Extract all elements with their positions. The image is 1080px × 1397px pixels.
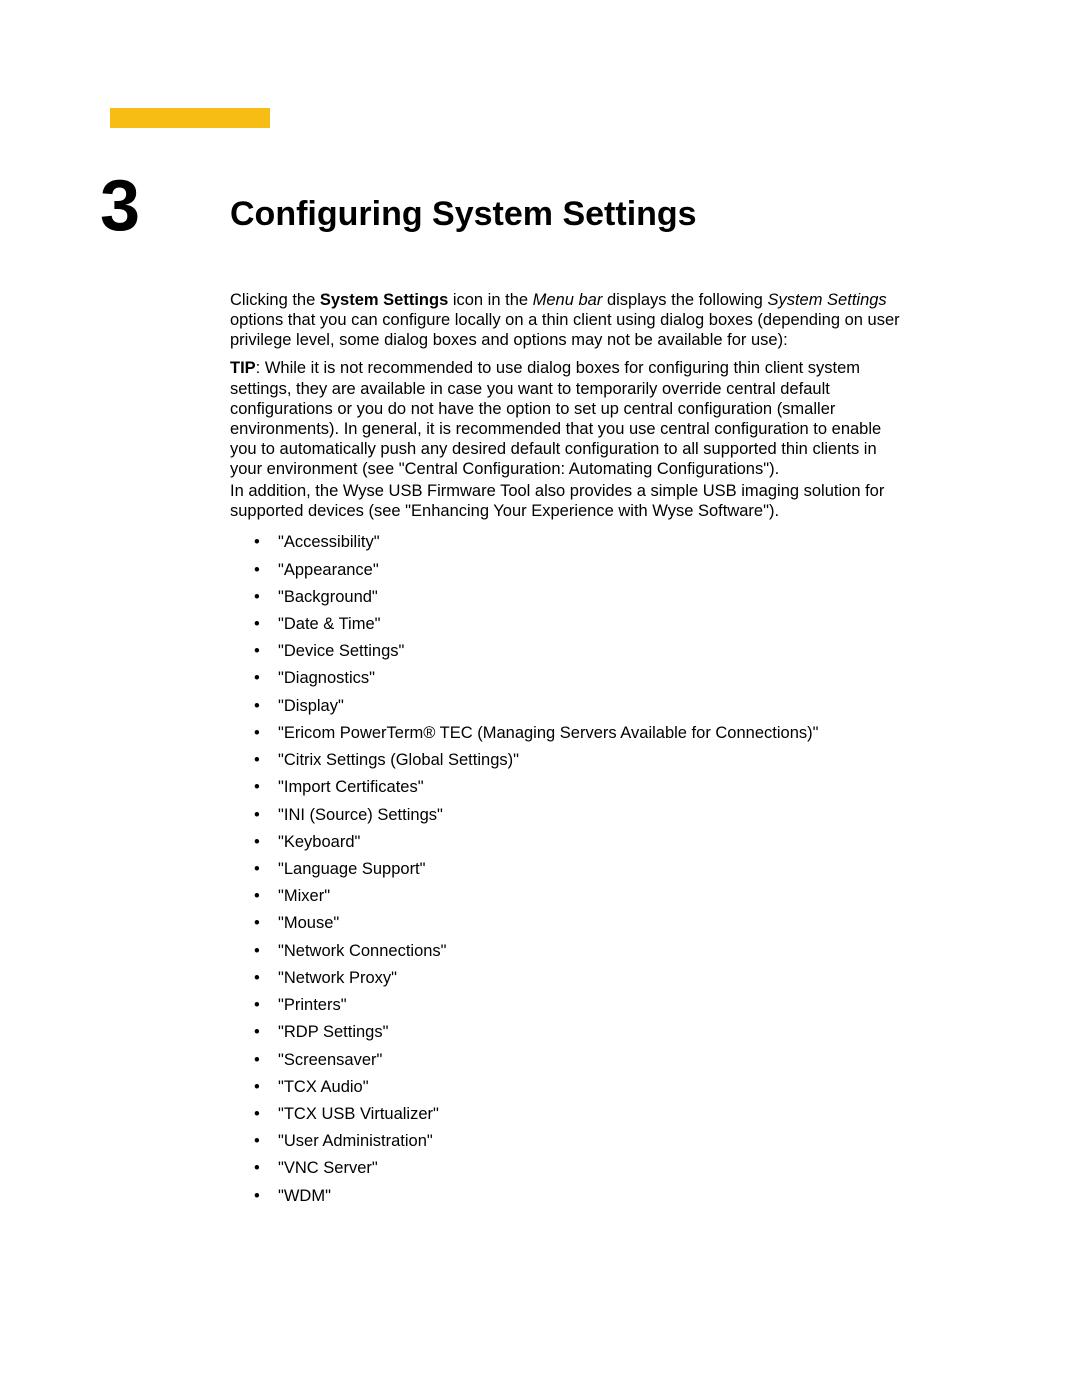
intro-prefix: Clicking the	[230, 291, 320, 309]
settings-list-item: "Import Certificates"	[254, 774, 900, 801]
settings-list-item: "Citrix Settings (Global Settings)"	[254, 747, 900, 774]
settings-list-item: "Diagnostics"	[254, 665, 900, 692]
settings-list-item: "Network Proxy"	[254, 965, 900, 992]
tip-text: : While it is not recommended to use dia…	[230, 359, 881, 478]
intro-paragraph: Clicking the System Settings icon in the…	[230, 290, 900, 350]
settings-list-item: "Accessibility"	[254, 529, 900, 556]
settings-list-item: "Printers"	[254, 992, 900, 1019]
tip-paragraph: TIP: While it is not recommended to use …	[230, 358, 900, 479]
addendum-paragraph: In addition, the Wyse USB Firmware Tool …	[230, 481, 900, 521]
settings-list-item: "Appearance"	[254, 557, 900, 584]
settings-list-item: "RDP Settings"	[254, 1019, 900, 1046]
chapter-number: 3	[100, 170, 140, 242]
settings-list-item: "Mouse"	[254, 910, 900, 937]
settings-list-item: "Keyboard"	[254, 829, 900, 856]
intro-suffix: options that you can configure locally o…	[230, 311, 900, 349]
settings-list-item: "Language Support"	[254, 856, 900, 883]
settings-list-item: "User Administration"	[254, 1128, 900, 1155]
settings-list-item: "Network Connections"	[254, 938, 900, 965]
settings-list-item: "Background"	[254, 584, 900, 611]
tip-label: TIP	[230, 359, 256, 377]
settings-list-item: "INI (Source) Settings"	[254, 802, 900, 829]
settings-list-item: "Date & Time"	[254, 611, 900, 638]
intro-bold: System Settings	[320, 291, 448, 309]
accent-bar	[110, 108, 270, 128]
settings-list-item: "TCX USB Virtualizer"	[254, 1101, 900, 1128]
settings-list-item: "TCX Audio"	[254, 1074, 900, 1101]
settings-list-item: "WDM"	[254, 1183, 900, 1210]
chapter-title: Configuring System Settings	[230, 196, 697, 233]
settings-list-item: "Mixer"	[254, 883, 900, 910]
intro-mid2: displays the following	[602, 291, 767, 309]
intro-italic1: Menu bar	[533, 291, 603, 309]
settings-list-item: "Ericom PowerTerm® TEC (Managing Servers…	[254, 720, 900, 747]
settings-list-item: "Screensaver"	[254, 1047, 900, 1074]
document-page: 3 Configuring System Settings Clicking t…	[0, 0, 1080, 1397]
settings-list: "Accessibility""Appearance""Background""…	[230, 529, 900, 1209]
settings-list-item: "Display"	[254, 693, 900, 720]
body-text: Clicking the System Settings icon in the…	[230, 290, 900, 1210]
intro-mid1: icon in the	[448, 291, 532, 309]
settings-list-item: "Device Settings"	[254, 638, 900, 665]
intro-italic2: System Settings	[767, 291, 886, 309]
settings-list-item: "VNC Server"	[254, 1155, 900, 1182]
